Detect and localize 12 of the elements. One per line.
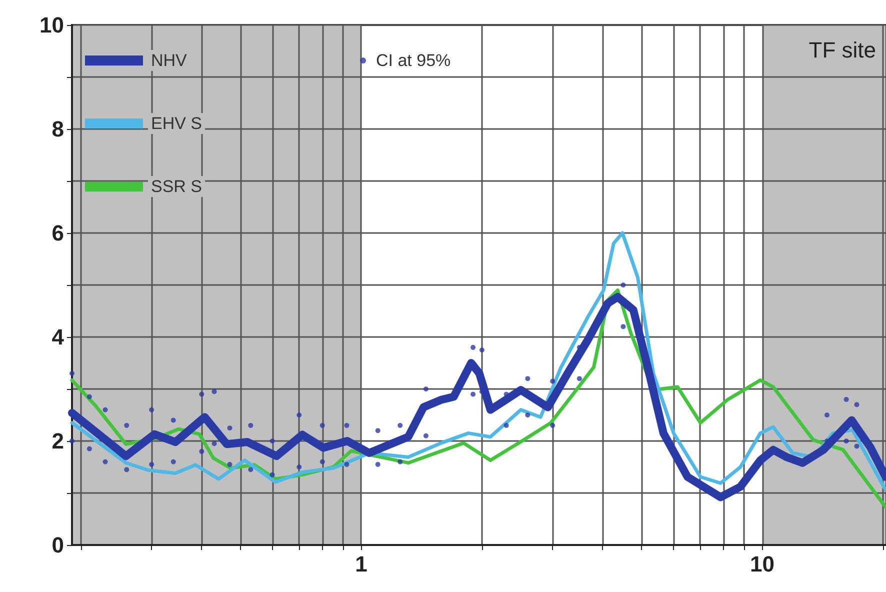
y-tick-label: 0: [52, 532, 64, 558]
y-tick-label: 6: [52, 220, 64, 246]
legend-label: CI at 95%: [376, 51, 451, 70]
legend-label: SSR S: [151, 177, 202, 196]
y-tick-label: 2: [52, 428, 64, 454]
y-tick-label: 10: [40, 12, 64, 38]
x-tick-label: 1: [355, 552, 368, 576]
y-tick-label: 4: [52, 324, 65, 350]
y-tick-label: 8: [52, 116, 64, 142]
legend-label: EHV S: [151, 114, 202, 133]
legend-label: NHV: [151, 51, 188, 70]
annotation: TF site: [808, 38, 876, 62]
